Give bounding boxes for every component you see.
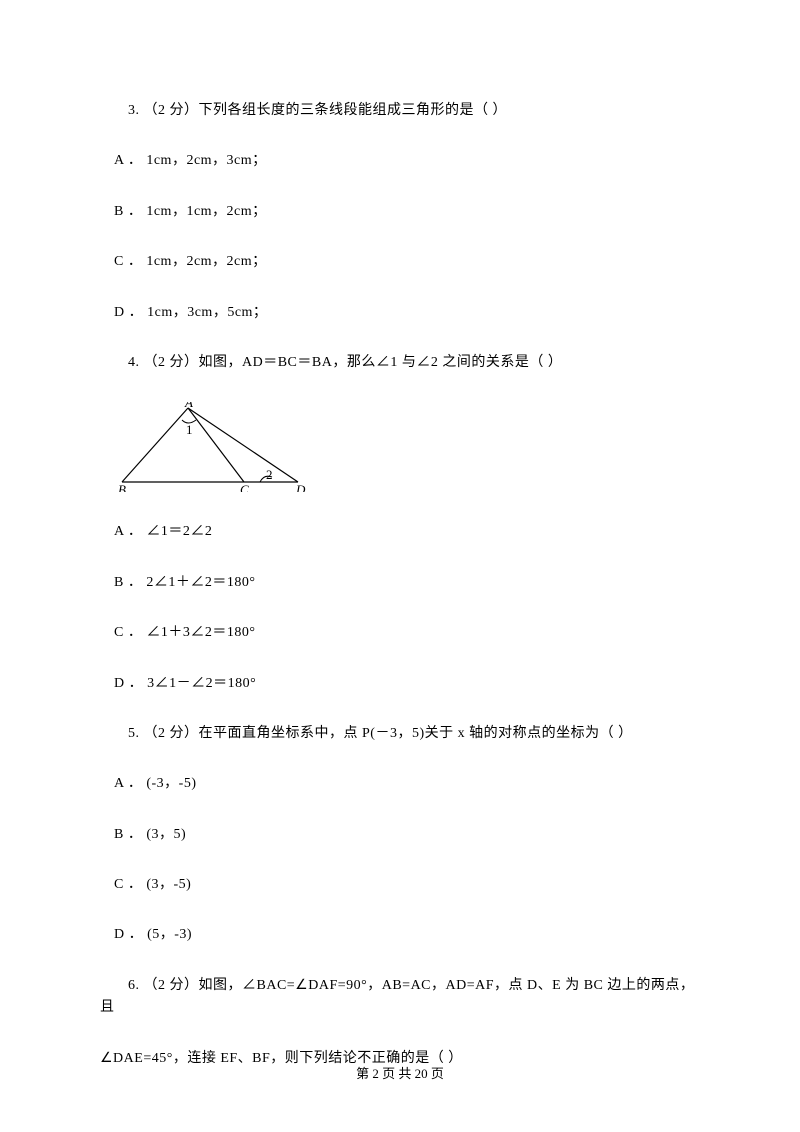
q4-optC: C ． ∠1＋3∠2＝180°: [100, 622, 700, 644]
q5-optA: A ． (-3，-5): [100, 773, 700, 795]
q4-optA: A ． ∠1＝2∠2: [100, 521, 700, 543]
q3-optA: A ． 1cm，2cm，3cm；: [100, 150, 700, 172]
q5-optB: B ． (3，5): [100, 824, 700, 846]
q5-optC: C ． (3，-5): [100, 874, 700, 896]
q5-optD: D ． (5，-3): [100, 924, 700, 946]
triangle-diagram: A B C D 1 2: [116, 402, 316, 492]
q3-optD: D ． 1cm，3cm，5cm；: [100, 302, 700, 324]
q5-stem: 5. （2 分）在平面直角坐标系中，点 P(－3，5)关于 x 轴的对称点的坐标…: [100, 723, 700, 745]
svg-text:1: 1: [186, 422, 193, 437]
svg-text:D: D: [295, 482, 306, 492]
svg-text:B: B: [118, 482, 126, 492]
q4-optB: B ． 2∠1＋∠2＝180°: [100, 572, 700, 594]
q4-optD: D ． 3∠1－∠2＝180°: [100, 673, 700, 695]
q6-stem-line1: 6. （2 分）如图，∠BAC=∠DAF=90°，AB=AC，AD=AF，点 D…: [100, 975, 700, 1020]
svg-text:2: 2: [266, 467, 273, 482]
q3-optB: B ． 1cm，1cm，2cm；: [100, 201, 700, 223]
q3-optC: C ． 1cm，2cm，2cm；: [100, 251, 700, 273]
q4-stem: 4. （2 分）如图，AD＝BC＝BA，那么∠1 与∠2 之间的关系是（ ）: [100, 352, 700, 374]
svg-text:C: C: [240, 482, 249, 492]
page-footer: 第 2 页 共 20 页: [0, 1063, 800, 1082]
q4-figure: A B C D 1 2: [116, 402, 700, 497]
svg-text:A: A: [184, 402, 193, 410]
q3-stem: 3. （2 分）下列各组长度的三条线段能组成三角形的是（ ）: [100, 100, 700, 122]
